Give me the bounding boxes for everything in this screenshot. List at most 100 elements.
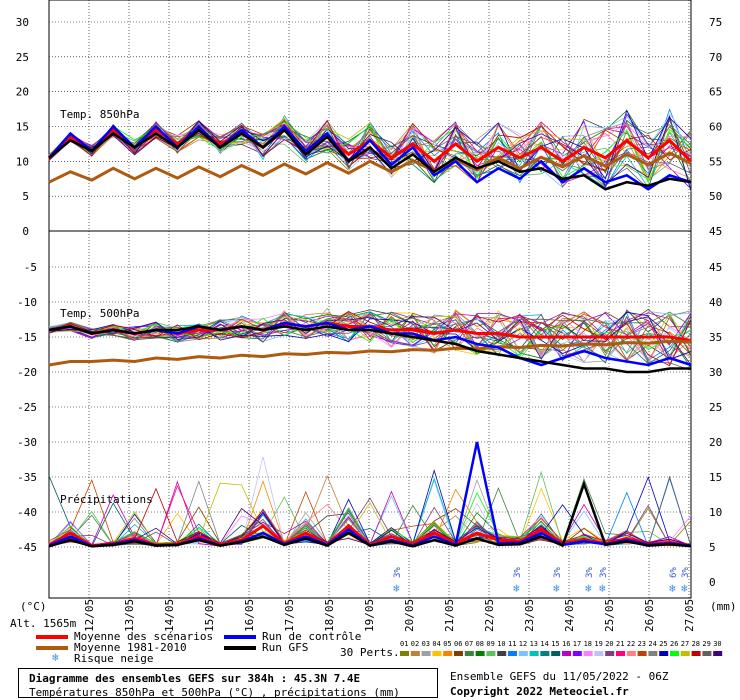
y2-tick-label-850: 65 bbox=[709, 86, 722, 99]
y-tick-label-850: 25 bbox=[16, 51, 29, 64]
pert-number-label: 21 bbox=[616, 640, 624, 648]
x-tick-label: 14/05 bbox=[163, 599, 176, 632]
pert-color-swatch bbox=[475, 651, 485, 656]
legend-control-swatch bbox=[224, 635, 256, 639]
y-tick-label-500: -15 bbox=[17, 331, 37, 344]
panel-850-label: Temp. 850hPa bbox=[60, 108, 139, 121]
series-moyenne-1981-2010-t850 bbox=[48, 151, 692, 184]
pert-number-label: 09 bbox=[486, 640, 494, 648]
altitude-label: Alt. 1565m bbox=[10, 617, 77, 630]
pert-number-label: 20 bbox=[605, 640, 613, 648]
pert-number-label: 23 bbox=[638, 640, 646, 648]
member-28-t500-line bbox=[48, 311, 692, 367]
y2-tick-label-850: 50 bbox=[709, 190, 722, 203]
y-tick-label-850: 30 bbox=[16, 16, 29, 29]
snowflake-icon: ❄ bbox=[553, 582, 560, 595]
pert-number-label: 24 bbox=[648, 640, 656, 648]
pert-color-swatch bbox=[486, 651, 496, 656]
pert-number-label: 30 bbox=[713, 640, 721, 648]
series-run-gfs-t850 bbox=[48, 128, 692, 191]
x-tick-label: 22/05 bbox=[483, 599, 496, 632]
pert-color-swatch bbox=[572, 651, 582, 656]
y-tick-label-500: -30 bbox=[17, 436, 37, 449]
pert-number-label: 06 bbox=[454, 640, 462, 648]
pert-color-swatch bbox=[432, 651, 442, 656]
member-27-t850-line bbox=[48, 118, 692, 176]
snowflake-icon: ❄ bbox=[52, 651, 59, 664]
pert-number-label: 19 bbox=[594, 640, 602, 648]
y2-tick-label-850: 75 bbox=[709, 16, 722, 29]
pert-color-swatch bbox=[410, 651, 420, 656]
member-19-t500-line bbox=[48, 316, 692, 364]
pert-color-swatch bbox=[648, 651, 658, 656]
y2-tick-label-850: 45 bbox=[709, 225, 722, 238]
pert-color-swatch bbox=[713, 651, 723, 656]
pert-color-swatch bbox=[691, 651, 701, 656]
legend-mean-swatch bbox=[36, 635, 68, 639]
snowflake-icon: ❄ bbox=[599, 582, 606, 595]
pert-color-swatch bbox=[551, 651, 561, 656]
series-run-gfs-precip bbox=[48, 480, 692, 548]
y-tick-label-500: -35 bbox=[17, 471, 37, 484]
pert-number-label: 11 bbox=[508, 640, 516, 648]
series-moyenne-1981-2010-t500 bbox=[48, 339, 692, 367]
legend-gfs-label: Run GFS bbox=[262, 641, 309, 654]
y-tick-label-500: -20 bbox=[17, 366, 37, 379]
member-21-t500-line bbox=[48, 311, 692, 366]
y-tick-label-850: 20 bbox=[16, 86, 29, 99]
x-tick-label: 27/05 bbox=[683, 599, 696, 632]
pert-color-swatch bbox=[659, 651, 669, 656]
pert-color-swatch bbox=[637, 651, 647, 656]
pert-color-swatch bbox=[605, 651, 615, 656]
pert-color-swatch bbox=[583, 651, 593, 656]
y2-tick-label-500: 0 bbox=[709, 576, 716, 589]
pert-number-label: 18 bbox=[584, 640, 592, 648]
pert-color-swatch bbox=[529, 651, 539, 656]
pert-color-swatch bbox=[443, 651, 453, 656]
snow-risk-label: 3% bbox=[513, 567, 523, 578]
x-tick-label: 12/05 bbox=[83, 599, 96, 632]
pert-number-label: 26 bbox=[670, 640, 678, 648]
unit-left: (°C) bbox=[20, 600, 47, 613]
legend-mean-label: Moyenne des scénarios bbox=[74, 630, 214, 643]
y2-tick-label-500: 20 bbox=[709, 436, 722, 449]
x-tick-label: 15/05 bbox=[203, 599, 216, 632]
pert-number-label: 27 bbox=[681, 640, 689, 648]
y2-tick-label-850: 55 bbox=[709, 155, 722, 168]
legend-gfs-swatch bbox=[224, 646, 256, 650]
y-tick-label-500: -45 bbox=[17, 541, 37, 554]
perts-label: 30 Perts. bbox=[340, 646, 400, 659]
member-13-t500-line bbox=[48, 312, 692, 361]
legend-clim-label: Moyenne 1981-2010 bbox=[74, 641, 187, 654]
pert-number-label: 03 bbox=[422, 640, 430, 648]
y-tick-label-500: -10 bbox=[17, 296, 37, 309]
pert-color-swatch bbox=[454, 651, 463, 656]
pert-number-label: 13 bbox=[530, 640, 538, 648]
panel-850-frame bbox=[48, 0, 692, 232]
snowflake-icon: ❄ bbox=[393, 582, 400, 595]
x-tick-label: 25/05 bbox=[603, 599, 616, 632]
pert-number-label: 16 bbox=[562, 640, 570, 648]
y2-tick-label-500: 10 bbox=[709, 506, 722, 519]
snow-risk-label: 6% bbox=[669, 567, 679, 578]
legend-snow-label: Risque neige bbox=[74, 652, 154, 665]
pert-color-swatch bbox=[616, 651, 625, 656]
pert-color-swatch bbox=[702, 651, 712, 656]
copyright: Copyright 2022 Meteociel.fr bbox=[450, 685, 629, 698]
snow-risk-label: 3% bbox=[393, 567, 403, 578]
x-tick-label: 16/05 bbox=[243, 599, 256, 632]
pert-color-swatch bbox=[540, 651, 550, 656]
x-tick-label: 20/05 bbox=[403, 599, 416, 632]
snow-risk-label: 3% bbox=[681, 567, 691, 578]
y-tick-label-500: -5 bbox=[24, 261, 37, 274]
y2-tick-label-500: 5 bbox=[709, 541, 716, 554]
snowflake-icon: ❄ bbox=[669, 582, 676, 595]
pert-number-label: 17 bbox=[573, 640, 581, 648]
snowflake-icon: ❄ bbox=[585, 582, 592, 595]
perturbation-legend: 01 02 03 04 05 06 07 08 09 10 11 12 13 14 15 16 17 18 19 20… bbox=[400, 640, 723, 656]
pert-number-label: 10 bbox=[497, 640, 505, 648]
pert-number-label: 12 bbox=[519, 640, 527, 648]
pert-color-swatch bbox=[562, 651, 571, 656]
